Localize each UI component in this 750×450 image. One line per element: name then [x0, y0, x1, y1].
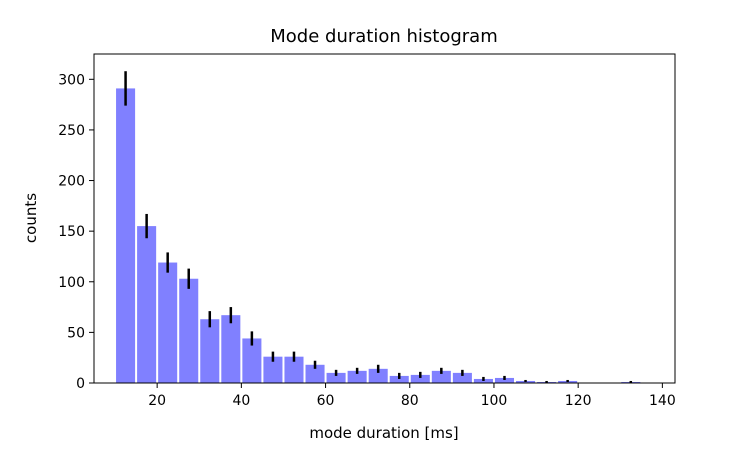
chart-title: Mode duration histogram: [270, 26, 497, 47]
histogram-bar-2: [158, 262, 178, 383]
plot-frame: [93, 53, 676, 384]
bars-layer: [116, 88, 641, 384]
histogram-bar-14: [410, 374, 430, 383]
histogram-bar-1: [137, 226, 157, 383]
x-axis-label: mode duration [ms]: [309, 424, 458, 442]
histogram-bar-10: [326, 372, 346, 383]
y-tick-label: 250: [58, 123, 85, 139]
x-tick-label: 20: [148, 393, 166, 409]
y-tick-label: 150: [58, 224, 85, 240]
y-tick-label: 0: [76, 376, 85, 392]
histogram-bar-17: [473, 378, 493, 383]
histogram-bar-18: [494, 377, 515, 383]
y-tick-label: 50: [67, 325, 85, 341]
x-axis: 20 40 60 80 100 120 140: [148, 383, 676, 409]
histogram-bar-7: [263, 356, 283, 383]
x-tick-label: 100: [481, 393, 508, 409]
y-axis-label: counts: [22, 193, 40, 243]
histogram-bar-15: [431, 370, 451, 383]
histogram-bar-6: [242, 338, 262, 383]
histogram-bar-16: [452, 372, 472, 383]
histogram-bar-8: [284, 356, 304, 383]
y-tick-label: 100: [58, 275, 85, 291]
histogram-bar-12: [368, 368, 388, 383]
y-tick-label: 300: [58, 72, 85, 88]
histogram-bar-5: [221, 315, 241, 383]
histogram-bar-4: [200, 319, 220, 383]
y-tick-label: 200: [58, 174, 85, 190]
x-tick-label: 60: [317, 393, 335, 409]
x-tick-label: 140: [649, 393, 676, 409]
histogram-bar-3: [179, 278, 199, 383]
histogram-bar-13: [389, 375, 409, 383]
y-axis: 0 50 100 150 200 250 300: [58, 72, 94, 392]
x-tick-label: 40: [232, 393, 250, 409]
x-tick-label: 120: [565, 393, 592, 409]
histogram-bar-11: [347, 370, 367, 383]
x-tick-label: 80: [401, 393, 419, 409]
errorbars-layer: [124, 71, 633, 383]
histogram-bar-0: [116, 88, 136, 384]
histogram-bar-9: [305, 364, 325, 383]
